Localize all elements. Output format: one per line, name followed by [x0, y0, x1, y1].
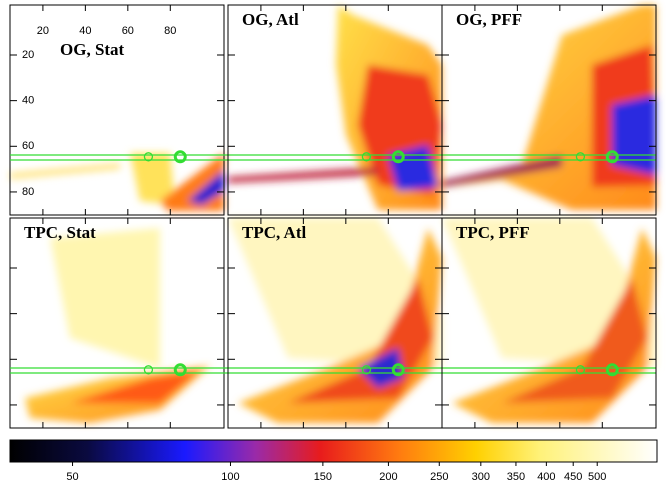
x-tick-label: 40 — [79, 25, 91, 37]
colorbar-tick-label: 450 — [564, 471, 582, 483]
colorbar-tick-label: 300 — [472, 471, 490, 483]
x-tick-label: 80 — [164, 25, 176, 37]
colorbar-tick-label: 150 — [314, 471, 332, 483]
guide-point — [575, 152, 586, 162]
panel-frame — [9, 217, 225, 429]
panel-frame — [441, 217, 657, 429]
guide-point — [173, 363, 187, 377]
colorbar-tick-label: 350 — [507, 471, 525, 483]
colorbar-tick-label: 250 — [430, 471, 448, 483]
x-tick-label: 60 — [122, 25, 134, 37]
guide-point — [361, 152, 372, 162]
guide-point — [605, 150, 619, 164]
colorbar-tick-label: 200 — [379, 471, 397, 483]
y-tick-label: 60 — [22, 140, 34, 152]
guide-point — [605, 363, 619, 377]
guide-point — [173, 150, 187, 164]
guide-point — [575, 365, 586, 375]
guide-point — [391, 150, 405, 164]
panel-title: TPC, PFF — [456, 223, 530, 242]
panel-title: TPC, Stat — [24, 223, 96, 242]
heatmap-field — [10, 5, 656, 423]
y-tick-label: 20 — [22, 49, 34, 61]
guide-point — [361, 365, 372, 375]
colorbar — [9, 439, 658, 463]
panel-frame — [441, 4, 657, 216]
panel-title: TPC, Atl — [242, 223, 307, 242]
panel-frame — [9, 4, 225, 216]
panel-title: OG, Stat — [60, 40, 125, 59]
colorbar-tick-label: 100 — [221, 471, 239, 483]
colorbar-tick-label: 50 — [66, 471, 78, 483]
guide-point — [143, 152, 154, 162]
guide-point — [391, 363, 405, 377]
panel-title: OG, Atl — [242, 10, 299, 29]
panel-title: OG, PFF — [456, 10, 522, 29]
colorbar-tick-label: 500 — [588, 471, 606, 483]
y-tick-label: 80 — [22, 186, 34, 198]
colorbar-tick-label: 400 — [537, 471, 555, 483]
guide-point — [143, 365, 154, 375]
y-tick-label: 40 — [22, 95, 34, 107]
x-tick-label: 20 — [37, 25, 49, 37]
